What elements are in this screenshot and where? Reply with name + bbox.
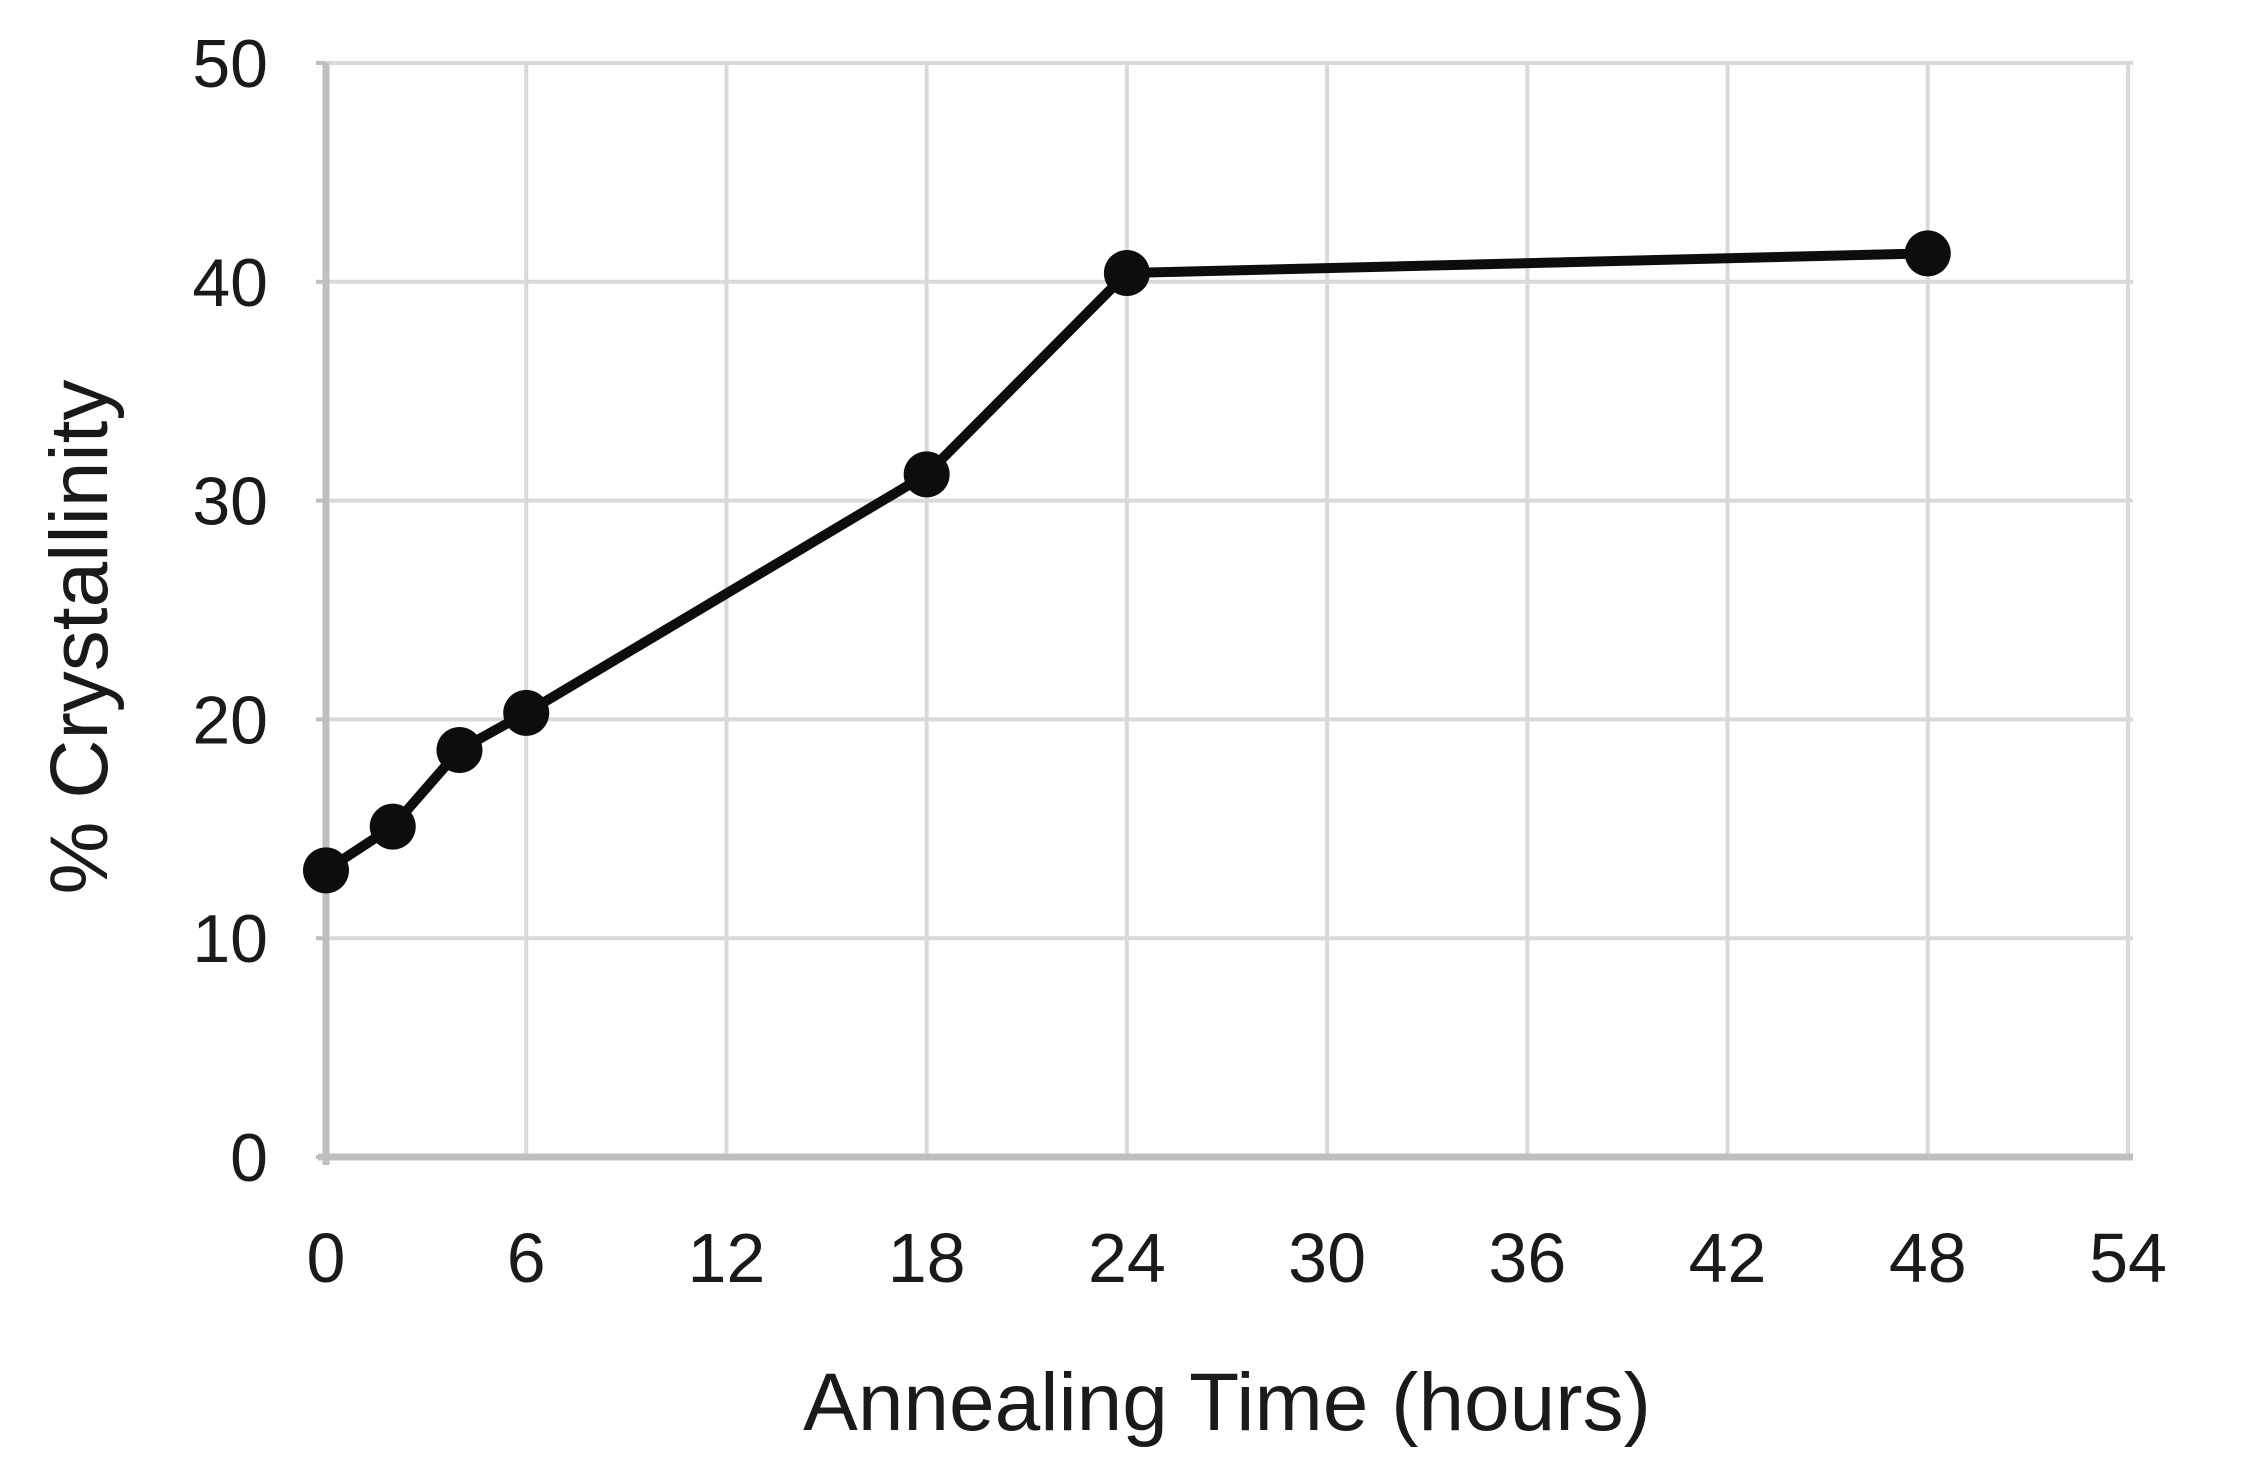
y-tick-label: 30	[192, 464, 268, 540]
x-tick-label: 18	[888, 1219, 966, 1297]
data-point-marker	[1904, 230, 1951, 277]
x-tick-label: 30	[1288, 1219, 1366, 1297]
x-tick-label: 24	[1088, 1219, 1166, 1297]
x-tick-label: 6	[507, 1219, 546, 1297]
data-point-marker	[503, 689, 550, 736]
x-tick-label: 42	[1689, 1219, 1767, 1297]
y-tick-label: 10	[192, 901, 268, 977]
data-point-marker	[1103, 250, 1150, 297]
data-point-marker	[303, 847, 349, 894]
y-tick-label: 20	[192, 682, 268, 758]
x-tick-label: 12	[688, 1219, 766, 1297]
x-axis-title: Annealing Time (hours)	[803, 1357, 1651, 1448]
y-axis-title: % Crystallinity	[34, 379, 125, 895]
x-tick-label: 36	[1488, 1219, 1566, 1297]
y-tick-label: 40	[192, 245, 268, 321]
data-point-marker	[436, 727, 483, 774]
x-tick-label: 54	[2089, 1219, 2167, 1297]
data-point-marker	[369, 803, 416, 850]
x-tick-label: 0	[307, 1219, 346, 1297]
data-point-marker	[903, 451, 950, 498]
y-tick-label: 0	[230, 1120, 268, 1196]
x-tick-label: 48	[1889, 1219, 1967, 1297]
y-tick-label: 50	[192, 26, 268, 102]
